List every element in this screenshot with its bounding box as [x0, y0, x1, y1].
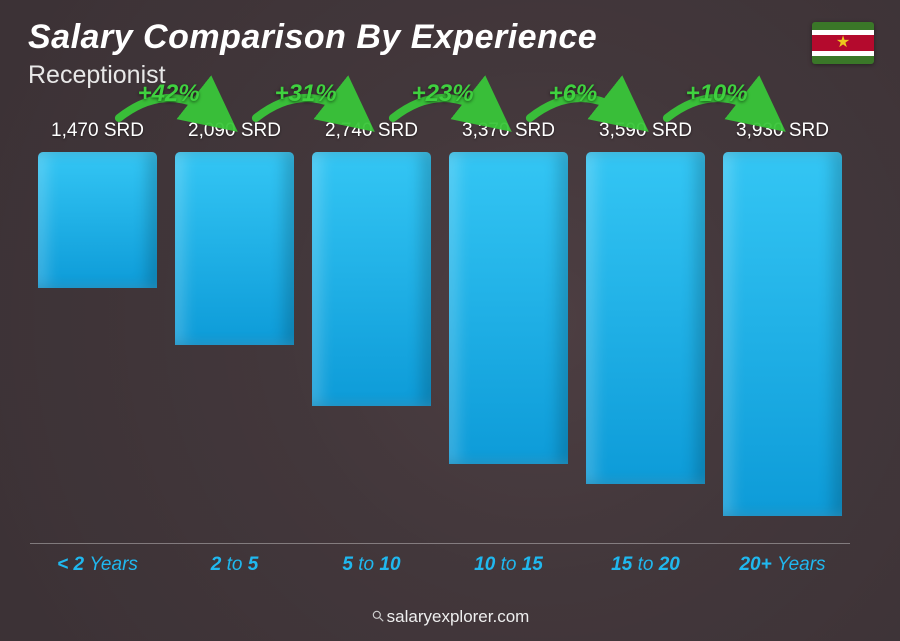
bar-column: 3,930 SRD: [723, 120, 842, 543]
bar-column: 3,370 SRD: [449, 120, 568, 543]
country-flag-suriname: ★: [812, 22, 874, 64]
chart-bars: 1,470 SRD 2,090 SRD 2,740 SRD 3,370 SRD 3,59…: [30, 120, 850, 543]
footer-attribution: salaryexplorer.com: [0, 607, 900, 627]
percent-increase-label: +42%: [138, 80, 200, 108]
bar-value-label: 3,370 SRD: [462, 120, 555, 142]
bar-column: 3,590 SRD: [586, 120, 705, 543]
footer-text: salaryexplorer.com: [387, 607, 530, 626]
bar-value-label: 1,470 SRD: [51, 120, 144, 142]
salary-bar: [586, 152, 705, 484]
x-axis-label: 5 to 10: [312, 544, 431, 579]
chart-title: Salary Comparison By Experience: [28, 18, 597, 57]
x-axis-label: 20+ Years: [723, 544, 842, 579]
bar-column: 2,740 SRD: [312, 120, 431, 543]
x-axis-label: 10 to 15: [449, 544, 568, 579]
percent-increase-label: +6%: [549, 80, 598, 108]
x-axis-label: < 2 Years: [38, 544, 157, 579]
bar-column: 1,470 SRD: [38, 120, 157, 543]
salary-bar: [449, 152, 568, 464]
percent-increase-label: +31%: [275, 80, 337, 108]
salary-chart: 1,470 SRD 2,090 SRD 2,740 SRD 3,370 SRD 3,59…: [30, 120, 850, 579]
percent-increase-label: +10%: [686, 80, 748, 108]
percent-increase-label: +23%: [412, 80, 474, 108]
bar-column: 2,090 SRD: [175, 120, 294, 543]
bar-value-label: 3,590 SRD: [599, 120, 692, 142]
x-axis-label: 15 to 20: [586, 544, 705, 579]
x-axis: < 2 Years 2 to 5 5 to 10 10 to 15 15 to 20 20…: [30, 543, 850, 579]
salary-bar: [175, 152, 294, 345]
salary-bar: [38, 152, 157, 288]
bar-value-label: 2,090 SRD: [188, 120, 281, 142]
x-axis-label: 2 to 5: [175, 544, 294, 579]
salary-bar: [312, 152, 431, 406]
salary-bar: [723, 152, 842, 516]
bar-value-label: 2,740 SRD: [325, 120, 418, 142]
flag-star-icon: ★: [836, 35, 850, 51]
bar-value-label: 3,930 SRD: [736, 120, 829, 142]
magnifier-icon: [371, 609, 385, 623]
